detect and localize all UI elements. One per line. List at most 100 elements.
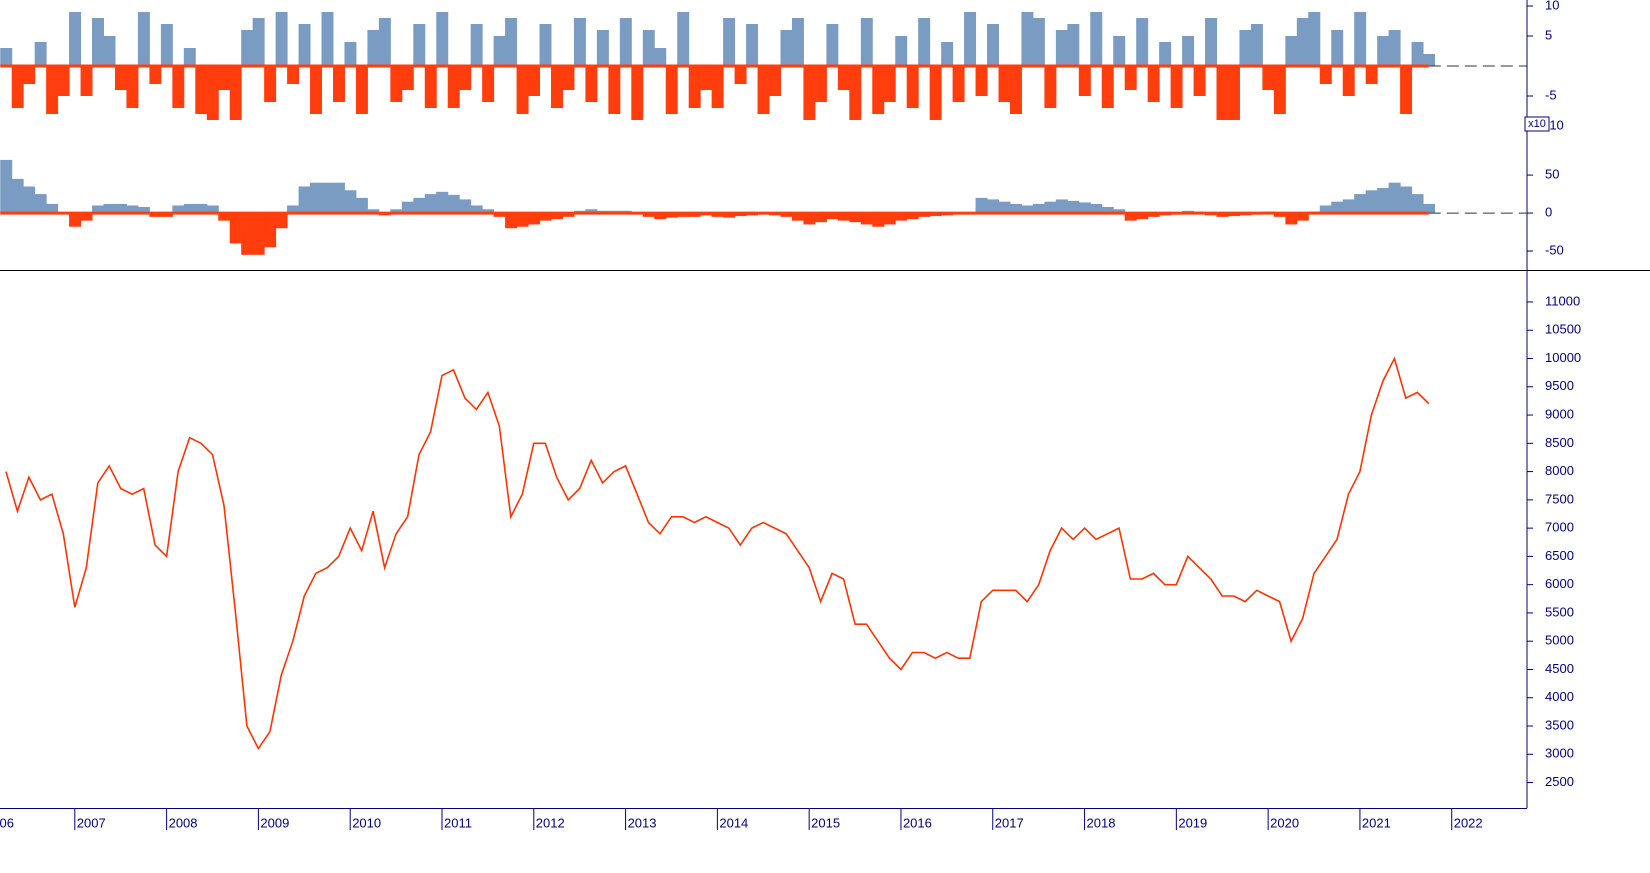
bar xyxy=(1285,36,1298,66)
bar xyxy=(528,213,541,225)
y-tick-label: 4000 xyxy=(1545,689,1574,704)
y-tick-label: 5000 xyxy=(1545,633,1574,648)
bar xyxy=(734,66,747,84)
bar xyxy=(1342,199,1355,214)
bar xyxy=(137,206,150,214)
bar xyxy=(92,18,104,66)
bar xyxy=(459,199,472,214)
bar xyxy=(906,66,919,108)
bar xyxy=(218,213,231,221)
bar xyxy=(1067,24,1080,66)
bar xyxy=(1124,66,1137,90)
x-tick-label: 2011 xyxy=(444,815,472,830)
bar xyxy=(287,66,300,84)
x-tick-label: 2008 xyxy=(169,815,198,830)
bar xyxy=(195,66,208,114)
x-tick-label: 2021 xyxy=(1362,815,1391,830)
y-tick-label: 5 xyxy=(1545,27,1552,42)
bar xyxy=(814,66,827,102)
bar xyxy=(1296,213,1309,221)
bar xyxy=(34,194,47,214)
bar xyxy=(860,213,873,225)
bar xyxy=(1101,206,1114,214)
bar xyxy=(275,12,288,66)
bar xyxy=(562,66,575,90)
bar xyxy=(975,66,988,96)
bar xyxy=(906,213,919,220)
bar xyxy=(814,213,827,223)
bar xyxy=(1009,66,1022,114)
bar xyxy=(734,213,747,217)
bar xyxy=(837,213,850,221)
y-tick-label: 3000 xyxy=(1545,746,1574,761)
bar xyxy=(447,66,460,108)
y-tick-label: 0 xyxy=(1545,205,1552,220)
bar xyxy=(711,66,724,108)
x-tick-label: 2015 xyxy=(811,815,840,830)
x-tick-label: 2010 xyxy=(352,815,381,830)
bar xyxy=(562,213,575,217)
bar xyxy=(1090,203,1103,214)
bar xyxy=(929,66,942,120)
bar xyxy=(941,42,954,66)
bar xyxy=(1101,66,1114,108)
bar xyxy=(723,18,736,66)
bar xyxy=(1067,200,1080,214)
bar xyxy=(1044,66,1057,108)
bar xyxy=(860,18,873,66)
bar xyxy=(1273,213,1286,217)
bar xyxy=(229,213,242,244)
y-tick-label: 8500 xyxy=(1545,435,1574,450)
bar xyxy=(493,36,506,66)
bar xyxy=(677,213,690,217)
bar xyxy=(401,66,414,90)
bar xyxy=(608,66,621,114)
y-tick-label: 3500 xyxy=(1545,717,1574,732)
bar xyxy=(837,66,850,90)
bar xyxy=(631,66,644,120)
bar xyxy=(665,66,678,114)
bar xyxy=(1227,213,1240,217)
bar xyxy=(642,213,655,217)
bar xyxy=(883,213,896,225)
y-tick-label: 8000 xyxy=(1545,463,1574,478)
bar xyxy=(596,30,609,66)
bar xyxy=(470,24,483,66)
x-tick-label: 2012 xyxy=(536,815,565,830)
bar xyxy=(872,66,885,114)
bar xyxy=(1331,201,1344,214)
bar xyxy=(1250,24,1263,66)
bar xyxy=(952,66,965,102)
y-tick-label: 11000 xyxy=(1545,293,1580,308)
bar xyxy=(413,197,426,214)
bar xyxy=(80,213,93,221)
bar xyxy=(493,213,506,217)
bar xyxy=(872,213,885,227)
bar xyxy=(11,66,24,108)
bar xyxy=(769,66,781,96)
bar xyxy=(585,66,598,102)
bar xyxy=(505,18,518,66)
bar xyxy=(1205,18,1218,66)
bar xyxy=(849,213,862,223)
bar xyxy=(344,190,357,214)
bar xyxy=(275,213,288,229)
bar xyxy=(998,201,1011,214)
price-line xyxy=(5,356,1430,751)
bar xyxy=(1400,66,1413,114)
bar xyxy=(1055,30,1068,66)
bar xyxy=(1032,18,1045,66)
bar xyxy=(1021,205,1034,214)
bar xyxy=(1365,66,1378,84)
bar xyxy=(1308,12,1321,66)
bar xyxy=(114,203,127,214)
bar xyxy=(619,18,632,66)
bar xyxy=(57,66,70,96)
y-tick-label: -10 xyxy=(1545,117,1564,132)
bar xyxy=(149,213,162,217)
bar xyxy=(1216,213,1229,217)
bar xyxy=(264,66,277,102)
x-tick-label: 2009 xyxy=(260,815,289,830)
bar xyxy=(0,159,13,214)
bar xyxy=(378,18,391,66)
